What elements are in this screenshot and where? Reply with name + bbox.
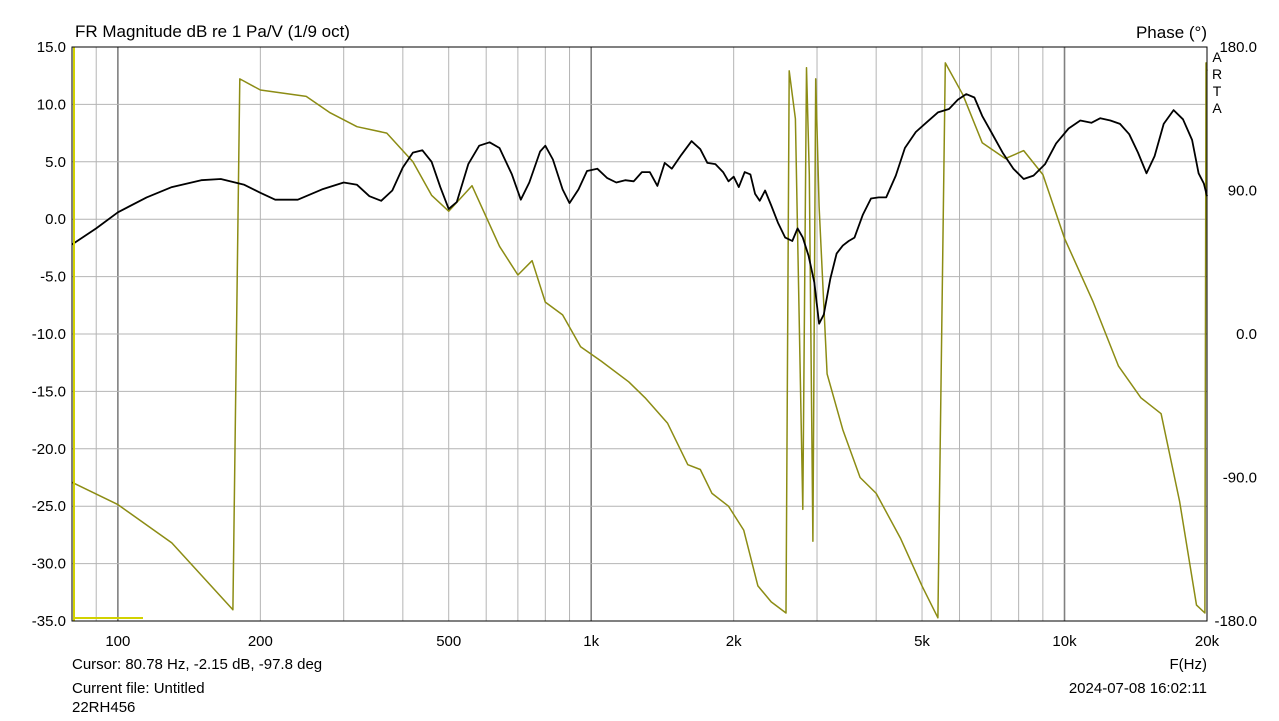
y2-tick-label: 0.0: [1236, 326, 1257, 343]
y-tick-label: 15.0: [37, 39, 66, 56]
x-tick-label: 100: [105, 633, 130, 650]
y2-tick-label: 90.0: [1228, 183, 1257, 200]
plot-frame: [71, 46, 1208, 622]
timestamp: 2024-07-08 16:02:11: [1068, 680, 1207, 697]
phase-axis-title: Phase (°): [1135, 23, 1207, 42]
x-tick-label: 20k: [1195, 633, 1220, 650]
y-tick-label: -20.0: [32, 441, 66, 458]
grid-lines: [72, 47, 1207, 621]
x-tick-label: 2k: [726, 633, 742, 650]
model-label: 22RH456: [72, 699, 136, 716]
magnitude-curve: [71, 93, 1208, 325]
series-group: [71, 47, 1208, 621]
x-tick-label: 200: [248, 633, 273, 650]
phase-curve: [71, 62, 1208, 619]
cursor-readout: Cursor: 80.78 Hz, -2.15 dB, -97.8 deg: [72, 656, 323, 673]
chart-title: FR Magnitude dB re 1 Pa/V (1/9 oct): [75, 22, 350, 41]
y-tick-label: -30.0: [32, 556, 66, 573]
y-tick-label: 5.0: [45, 154, 66, 171]
y-tick-label: 10.0: [37, 96, 66, 113]
current-file: Current file: Untitled: [72, 680, 205, 697]
x-axis-unit: F(Hz): [1169, 656, 1208, 673]
tick-labels: 15.0 10.0 5.0 0.0 -5.0 -10.0 -15.0 -20.0 -25.0 -3…: [32, 39, 1257, 650]
x-tick-label: 500: [436, 633, 461, 650]
y-tick-label: -5.0: [40, 269, 66, 286]
brand-text: ARTA: [1212, 49, 1223, 116]
arta-brand: ARTA: [1212, 49, 1224, 117]
y2-tick-label: -180.0: [1214, 613, 1257, 630]
x-tick-label: 5k: [914, 633, 930, 650]
y-tick-label: -35.0: [32, 613, 66, 630]
y2-tick-label: 180.0: [1219, 39, 1257, 56]
y-tick-label: 0.0: [45, 211, 66, 228]
x-tick-label: 10k: [1052, 633, 1077, 650]
x-tick-label: 1k: [583, 633, 599, 650]
y-tick-label: -25.0: [32, 498, 66, 515]
y2-tick-label: -90.0: [1223, 470, 1257, 487]
y-tick-label: -10.0: [32, 326, 66, 343]
y-tick-label: -15.0: [32, 383, 66, 400]
